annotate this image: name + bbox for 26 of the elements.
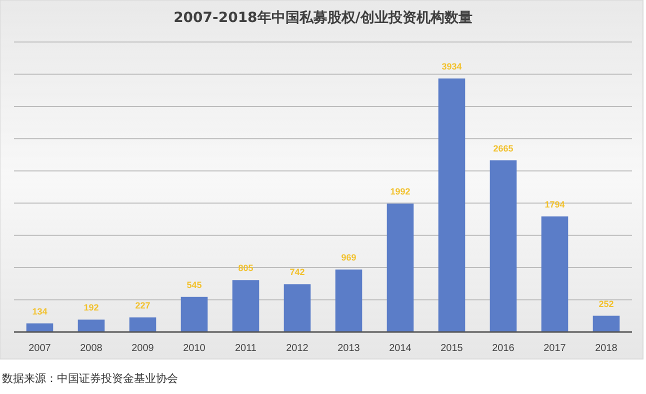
data-label: 1992 xyxy=(390,186,410,197)
x-tick-label: 2015 xyxy=(440,343,464,354)
data-label: 969 xyxy=(341,252,356,263)
x-tick-label: 2014 xyxy=(389,343,412,354)
x-tick-label: 2007 xyxy=(28,343,52,354)
x-tick-label: 2011 xyxy=(234,343,257,354)
data-label: 805 xyxy=(238,263,254,274)
x-tick-label: 2009 xyxy=(132,343,154,354)
data-label: 3934 xyxy=(442,61,462,72)
data-label: 2665 xyxy=(493,143,514,154)
source-note: 数据来源：中国证券投资金基业协会 xyxy=(2,372,178,385)
x-tick-label: 2017 xyxy=(544,343,566,354)
x-tick-label: 2016 xyxy=(492,343,515,354)
data-label: 227 xyxy=(135,300,150,310)
chart-title: 2007-2018年中国私募股权/创业投资机构数量 xyxy=(174,10,472,26)
x-tick-label: 2008 xyxy=(80,343,103,354)
data-label: 134 xyxy=(32,306,48,316)
data-label: 742 xyxy=(290,267,305,278)
data-label: 192 xyxy=(84,302,99,313)
x-tick-label: 2018 xyxy=(595,343,618,354)
x-tick-label: 2010 xyxy=(183,343,206,354)
data-label: 1794 xyxy=(544,199,565,210)
data-label: 252 xyxy=(598,298,614,309)
data-label: 545 xyxy=(186,280,202,290)
x-tick-label: 2012 xyxy=(286,343,309,354)
x-tick-label: 2013 xyxy=(338,343,360,354)
